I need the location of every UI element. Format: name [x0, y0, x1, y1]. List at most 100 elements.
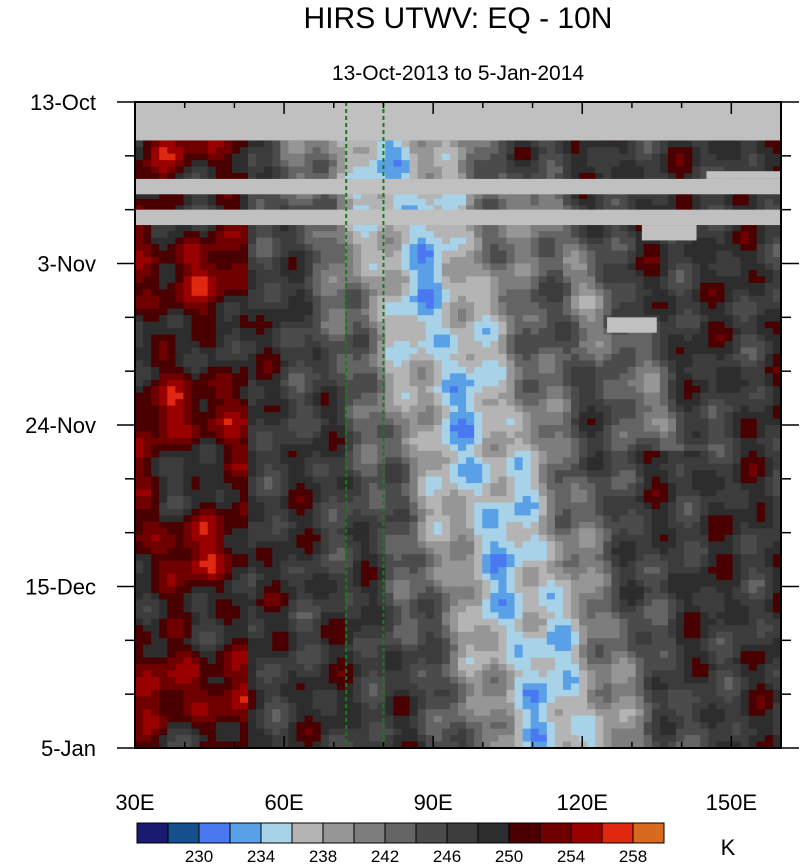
- field-cell: [756, 489, 766, 497]
- field-cell: [514, 192, 524, 200]
- field-cell: [458, 392, 467, 400]
- field-cell: [425, 166, 435, 174]
- field-cell: [207, 302, 217, 310]
- field-cell: [611, 308, 621, 316]
- field-cell: [458, 444, 467, 452]
- field-cell: [401, 412, 411, 420]
- field-cell: [716, 347, 726, 355]
- field-cell: [554, 237, 564, 245]
- field-cell: [546, 353, 556, 361]
- field-cell: [514, 425, 524, 433]
- field-cell: [595, 166, 604, 174]
- field-cell: [320, 276, 330, 284]
- field-cell: [425, 412, 435, 420]
- field-cell: [151, 166, 160, 174]
- field-cell: [183, 295, 193, 303]
- field-cell: [336, 295, 346, 303]
- field-cell: [635, 412, 645, 420]
- field-cell: [740, 328, 750, 336]
- field-cell: [708, 205, 717, 213]
- field-cell: [740, 360, 750, 368]
- field-cell: [474, 315, 483, 323]
- field-cell: [344, 457, 354, 465]
- field-cell: [377, 295, 386, 303]
- field-cell: [724, 160, 734, 168]
- field-cell: [401, 289, 411, 297]
- field-cell: [417, 373, 427, 381]
- field-cell: [627, 444, 637, 452]
- field-cell: [538, 431, 548, 439]
- field-cell: [344, 502, 354, 510]
- field-cell: [231, 334, 241, 342]
- field-cell: [482, 289, 491, 297]
- field-cell: [175, 373, 185, 381]
- field-cell: [280, 457, 290, 465]
- field-cell: [579, 276, 588, 284]
- field-cell: [635, 392, 645, 400]
- field-cell: [304, 412, 314, 420]
- field-cell: [409, 489, 419, 497]
- field-cell: [199, 263, 209, 271]
- field-cell: [708, 483, 717, 491]
- field-cell: [635, 263, 645, 271]
- field-cell: [361, 289, 370, 297]
- field-cell: [522, 457, 532, 465]
- field-cell: [724, 457, 734, 465]
- field-cell: [320, 173, 330, 181]
- field-cell: [417, 392, 427, 400]
- field-cell: [175, 308, 185, 316]
- field-cell: [385, 315, 394, 323]
- field-cell: [207, 405, 217, 413]
- field-cell: [328, 457, 338, 465]
- field-cell: [756, 250, 766, 258]
- field-cell: [377, 269, 386, 278]
- field-cell: [587, 444, 596, 452]
- field-cell: [482, 379, 491, 387]
- field-cell: [344, 269, 354, 278]
- field-cell: [369, 192, 378, 200]
- field-cell: [369, 502, 378, 510]
- field-cell: [256, 160, 265, 168]
- field-cell: [716, 231, 726, 239]
- field-cell: [732, 457, 742, 465]
- field-cell: [167, 347, 176, 355]
- field-cell: [369, 444, 378, 452]
- field-cell: [433, 392, 443, 400]
- field-cell: [135, 431, 144, 439]
- field-cell: [401, 153, 411, 161]
- field-cell: [756, 147, 766, 155]
- field-cell: [643, 457, 653, 465]
- field-cell: [385, 360, 394, 368]
- field-cell: [732, 444, 742, 452]
- field-cell: [320, 269, 330, 278]
- field-cell: [417, 444, 427, 452]
- field-cell: [361, 308, 370, 316]
- field-cell: [684, 153, 693, 161]
- field-cell: [676, 412, 685, 420]
- field-cell: [474, 166, 483, 174]
- field-cell: [684, 457, 693, 465]
- field-cell: [587, 489, 596, 497]
- field-cell: [700, 334, 709, 342]
- field-cell: [353, 444, 362, 452]
- field-cell: [740, 205, 750, 213]
- field-cell: [635, 457, 645, 465]
- field-cell: [595, 418, 604, 426]
- field-cell: [336, 250, 346, 258]
- field-cell: [231, 444, 241, 452]
- field-cell: [627, 399, 637, 407]
- field-cell: [748, 237, 758, 245]
- field-cell: [207, 353, 217, 361]
- field-cell: [732, 450, 742, 458]
- field-cell: [361, 463, 370, 471]
- field-cell: [627, 470, 637, 478]
- field-cell: [361, 302, 370, 310]
- field-cell: [296, 198, 306, 206]
- field-cell: [409, 425, 419, 433]
- field-cell: [732, 231, 742, 239]
- field-cell: [740, 198, 750, 206]
- field-cell: [708, 224, 717, 232]
- field-cell: [409, 405, 419, 413]
- field-cell: [393, 450, 403, 458]
- field-cell: [554, 328, 564, 336]
